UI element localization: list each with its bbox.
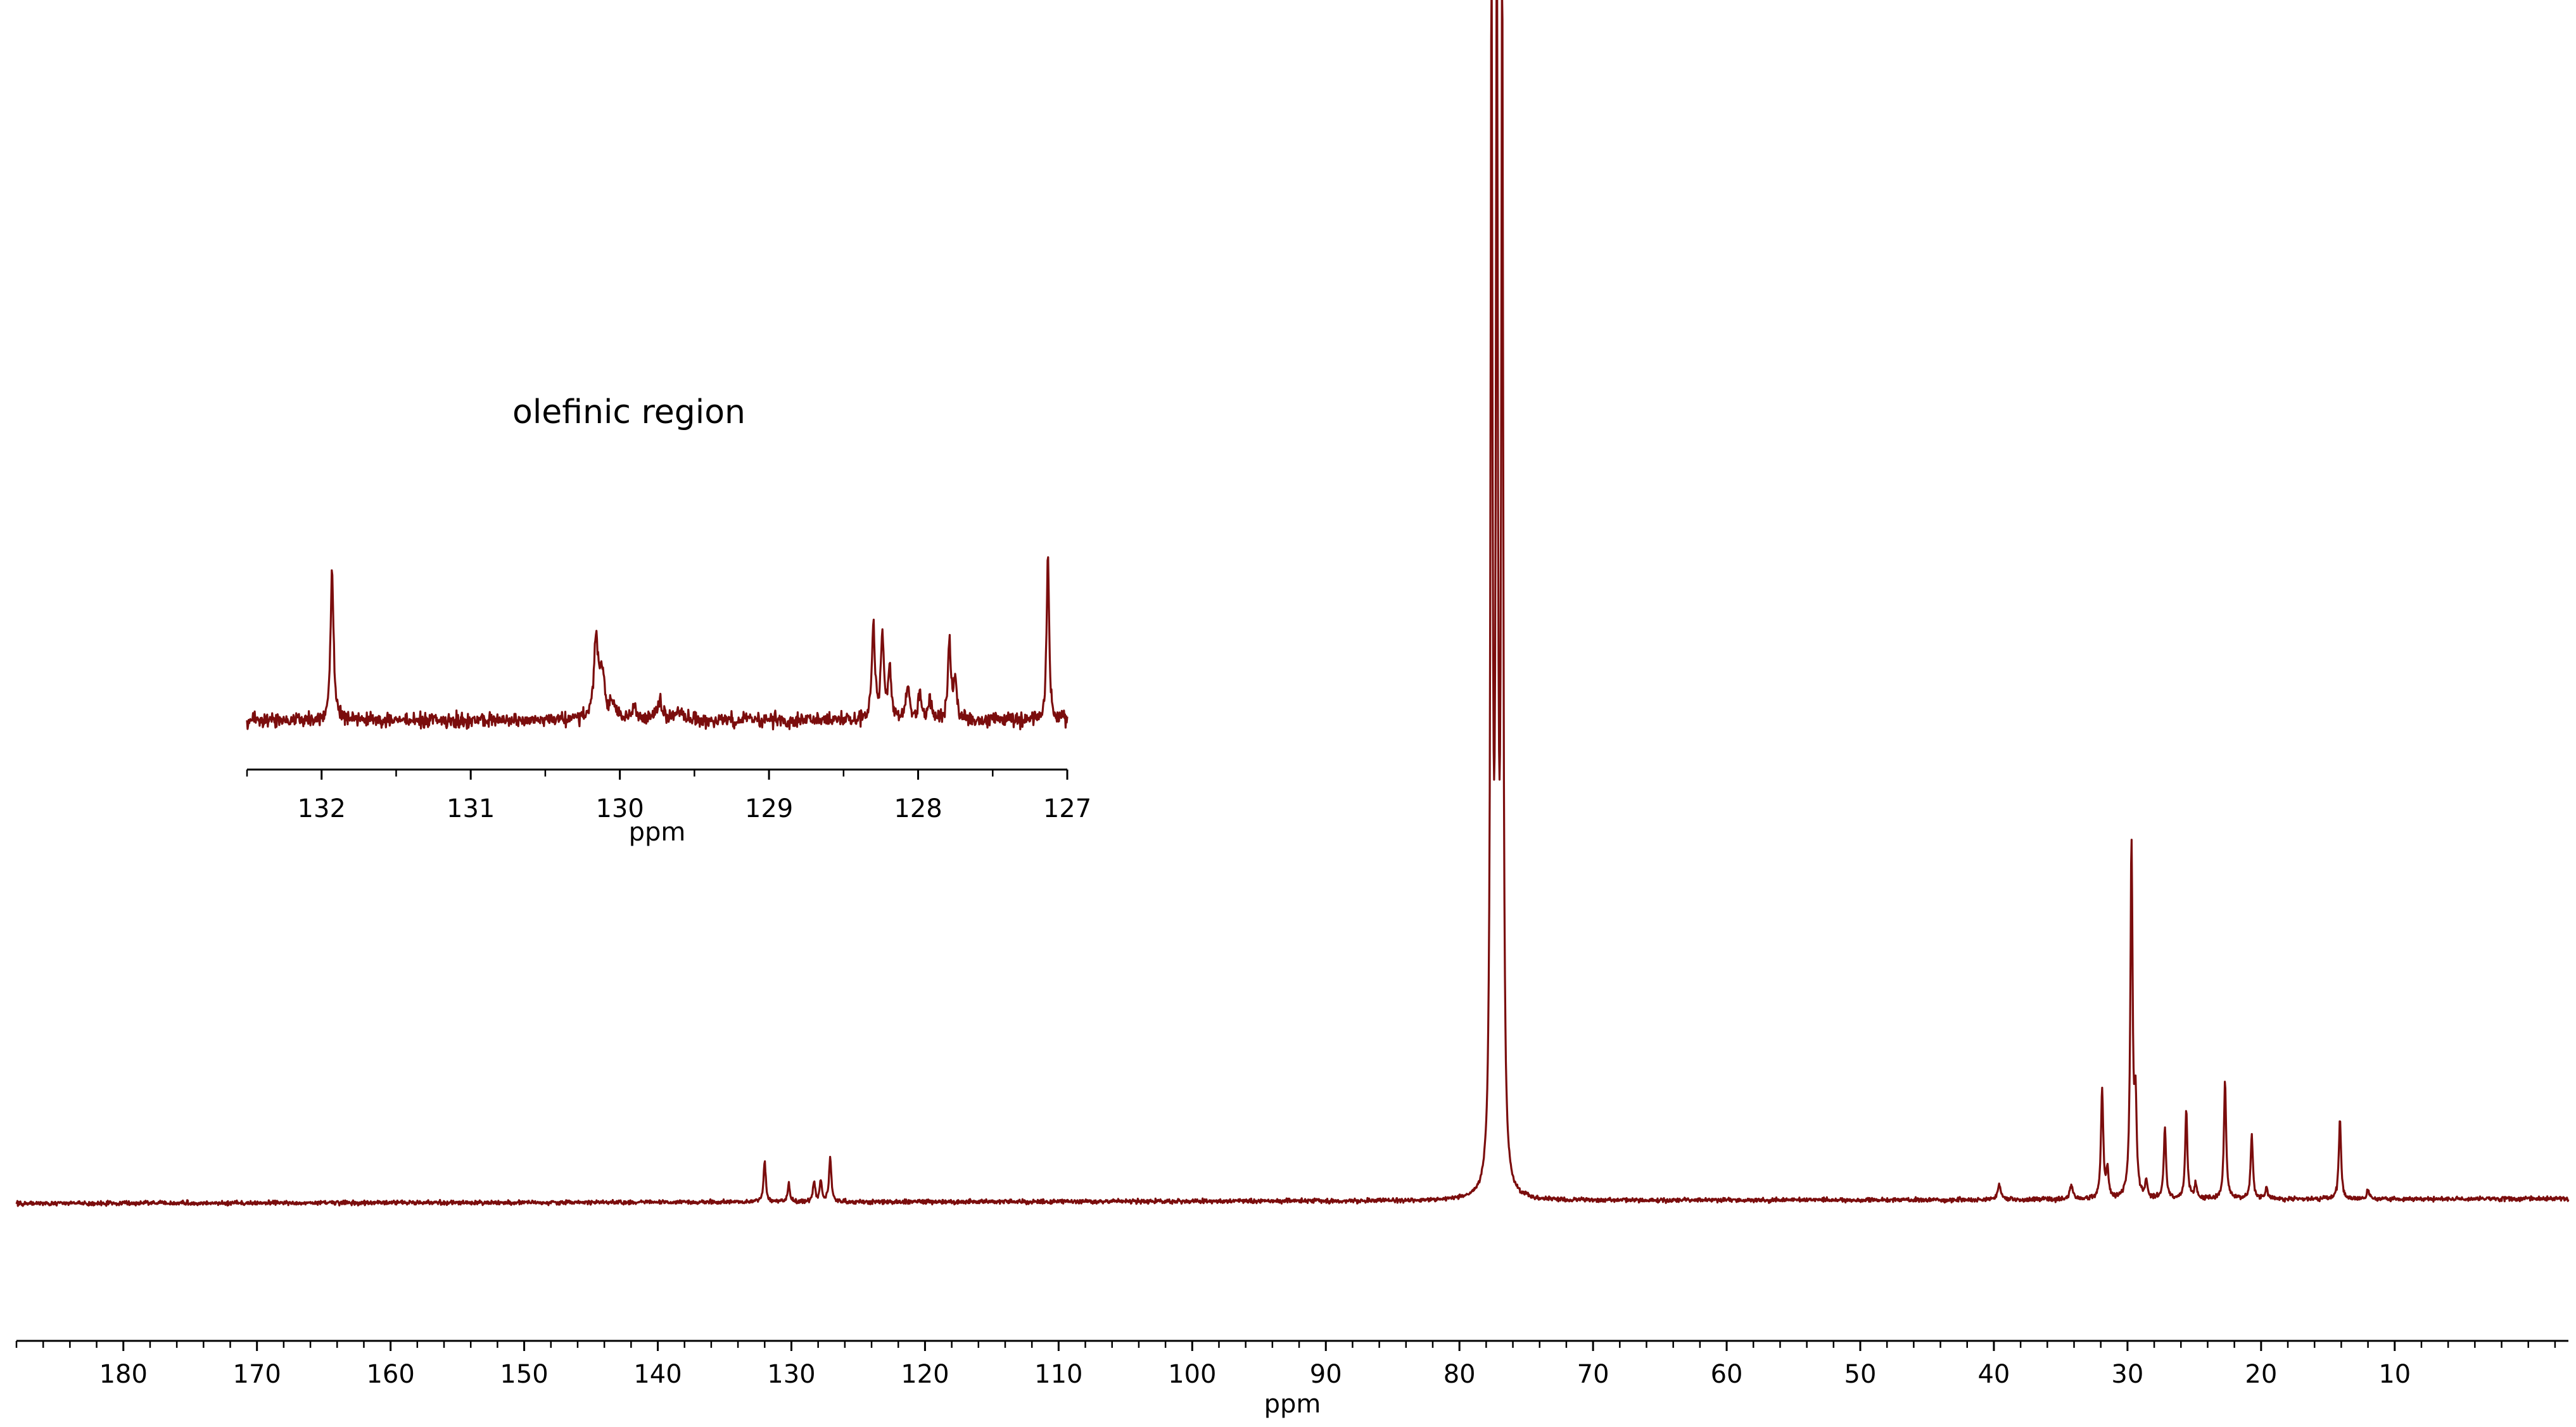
inset-x-tick-labels: 132 131 130 129 128 127 bbox=[298, 794, 1092, 823]
main-tick-label: 160 bbox=[366, 1360, 414, 1389]
main-x-ticks bbox=[15, 1341, 2556, 1351]
main-spectrum-trace bbox=[15, 0, 2570, 1207]
main-tick-label: 60 bbox=[1711, 1360, 1743, 1389]
main-tick-label: 20 bbox=[2245, 1360, 2277, 1389]
main-tick-label: 70 bbox=[1577, 1360, 1609, 1389]
main-tick-label: 150 bbox=[500, 1360, 548, 1389]
main-tick-label: 10 bbox=[2378, 1360, 2411, 1389]
main-x-axis-label: ppm bbox=[1264, 1390, 1321, 1419]
inset-tick-label: 130 bbox=[595, 794, 644, 823]
inset-tick-label: 132 bbox=[298, 794, 346, 823]
main-tick-label: 100 bbox=[1168, 1360, 1216, 1389]
inset-x-axis-label: ppm bbox=[629, 818, 686, 847]
inset-tick-label: 127 bbox=[1043, 794, 1091, 823]
main-tick-label: 50 bbox=[1844, 1360, 1877, 1389]
inset-tick-label: 131 bbox=[447, 794, 495, 823]
main-tick-label: 40 bbox=[1977, 1360, 2010, 1389]
main-tick-label: 90 bbox=[1310, 1360, 1342, 1389]
inset-x-ticks bbox=[246, 770, 1069, 780]
inset-olefinic-spectrum: olefinic region 132 131 130 129 128 127 ppm bbox=[246, 393, 1092, 847]
main-tick-label: 180 bbox=[99, 1360, 148, 1389]
inset-tick-label: 128 bbox=[894, 794, 942, 823]
main-spectrum: 180 170 160 150 140 130 120 110 100 90 80 70 60 50 40 3… bbox=[15, 0, 2570, 1419]
main-tick-label: 80 bbox=[1443, 1360, 1476, 1389]
inset-title: olefinic region bbox=[512, 393, 746, 431]
main-tick-label: 130 bbox=[767, 1360, 815, 1389]
main-x-tick-labels: 180 170 160 150 140 130 120 110 100 90 80 70 60 50 40 3… bbox=[99, 1360, 2411, 1389]
main-tick-label: 110 bbox=[1034, 1360, 1082, 1389]
main-tick-label: 120 bbox=[901, 1360, 949, 1389]
main-tick-label: 170 bbox=[233, 1360, 281, 1389]
main-tick-label: 30 bbox=[2111, 1360, 2143, 1389]
inset-spectrum-trace bbox=[246, 556, 1069, 731]
main-tick-label: 140 bbox=[633, 1360, 682, 1389]
inset-tick-label: 129 bbox=[745, 794, 793, 823]
